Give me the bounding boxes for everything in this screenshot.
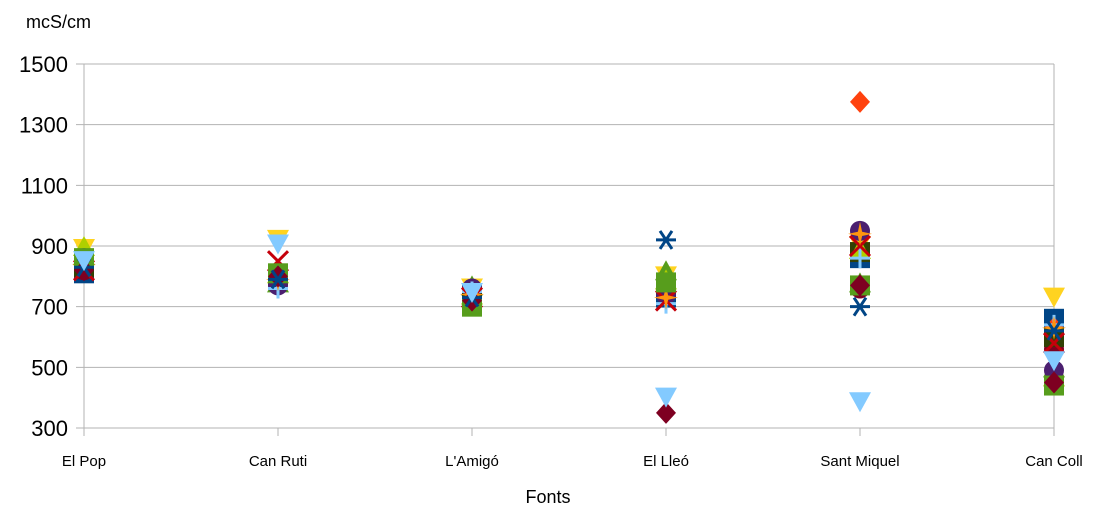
x-axis-title: Fonts [525, 487, 570, 507]
gridlines [76, 63, 1055, 429]
y-tick-label: 900 [31, 234, 68, 259]
data-point-star [1042, 315, 1066, 340]
data-point-star [654, 285, 678, 310]
x-tick-label: El Pop [62, 453, 106, 470]
x-axis: El Pop Can Ruti L'Amigó El Lleó Sant Miquel C… [62, 428, 1083, 470]
data-point-plus [850, 248, 870, 269]
data-point-square [656, 272, 676, 293]
x-tick-label: Sant Miquel [820, 453, 899, 470]
data-point-triangle-down [461, 283, 483, 304]
y-tick-label: 1100 [21, 173, 68, 198]
data-point-diamond [850, 274, 870, 297]
data-point-asterisk [268, 269, 288, 290]
data-points [72, 90, 1066, 424]
y-axis: 300 500 700 900 1100 1300 1500 [19, 52, 85, 441]
y-tick-label: 500 [31, 355, 68, 380]
data-point-star [848, 221, 872, 246]
y-tick-label: 1500 [19, 52, 68, 77]
data-point-diamond [656, 401, 676, 424]
y-tick-label: 1300 [19, 113, 68, 138]
data-point-diamond [850, 90, 870, 113]
data-point-triangle-down [655, 387, 677, 408]
data-point-asterisk [656, 230, 676, 250]
data-point-asterisk [850, 296, 870, 317]
y-tick-label: 700 [31, 295, 68, 320]
x-tick-label: L'Amigó [445, 453, 499, 470]
x-tick-label: Can Ruti [249, 453, 307, 470]
y-tick-label: 300 [31, 416, 68, 441]
data-point-triangle-down [73, 251, 95, 272]
data-point-x [848, 234, 872, 258]
y-axis-title: mcS/cm [26, 12, 91, 32]
x-tick-label: El Lleó [643, 453, 689, 470]
x-tick-label: Can Coll [1025, 453, 1083, 470]
data-point-x [1042, 332, 1066, 355]
data-point-triangle-down [1043, 287, 1065, 308]
data-point-diamond [1044, 371, 1064, 394]
data-point-triangle-down [267, 234, 289, 255]
data-point-triangle-down [1043, 351, 1065, 372]
data-point-triangle-down [849, 392, 871, 413]
data-point-asterisk [1044, 321, 1064, 341]
